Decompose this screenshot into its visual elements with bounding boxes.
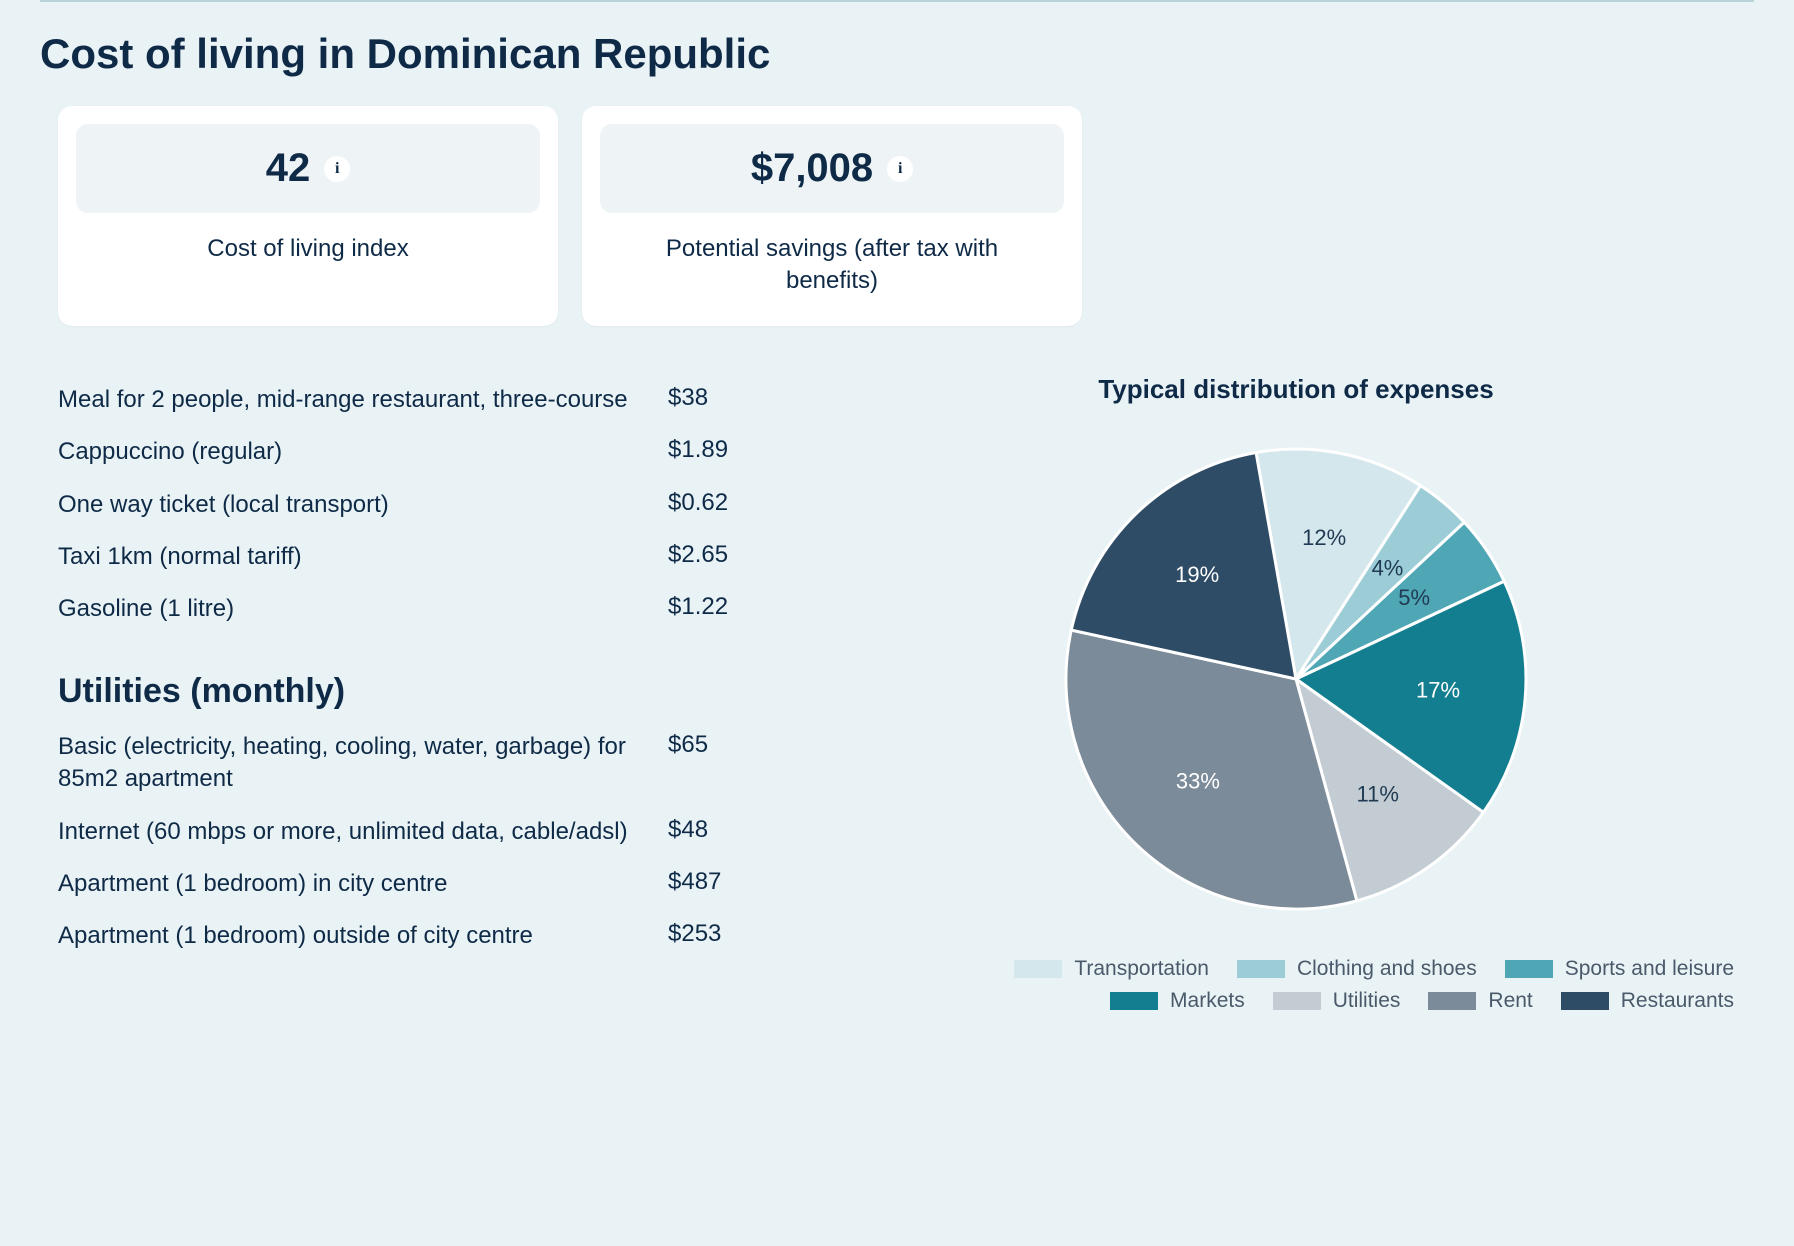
cost-row: Basic (electricity, heating, cooling, wa…	[58, 721, 778, 806]
legend-swatch	[1273, 992, 1321, 1010]
card-index-label: Cost of living index	[76, 233, 540, 265]
cost-label: Basic (electricity, heating, cooling, wa…	[58, 731, 668, 796]
card-savings-value: $7,008	[751, 146, 873, 191]
cost-label: Meal for 2 people, mid-range restaurant,…	[58, 384, 668, 416]
legend-swatch	[1237, 960, 1285, 978]
cost-row: Gasoline (1 litre)$1.22	[58, 583, 778, 635]
expenses-pie-chart: 12% 4% 5% 17% 11% 33% 19%	[1036, 429, 1556, 929]
pie-slice-label: 5%	[1398, 585, 1430, 610]
cost-value: $487	[668, 868, 721, 896]
cost-value: $0.62	[668, 489, 728, 517]
legend-label: Transportation	[1074, 957, 1209, 981]
stat-cards-row: 42 i Cost of living index $7,008 i Poten…	[40, 106, 1754, 326]
cost-row: Cappuccino (regular)$1.89	[58, 426, 778, 478]
pie-slice-label: 19%	[1175, 562, 1219, 587]
card-savings: $7,008 i Potential savings (after tax wi…	[582, 106, 1082, 326]
pie-slice-label: 17%	[1416, 677, 1460, 702]
legend-item: Restaurants	[1561, 989, 1734, 1013]
legend-label: Sports and leisure	[1565, 957, 1734, 981]
content-row: Meal for 2 people, mid-range restaurant,…	[40, 374, 1754, 1013]
pie-slice-label: 33%	[1176, 768, 1220, 793]
legend-label: Utilities	[1333, 989, 1401, 1013]
legend-swatch	[1014, 960, 1062, 978]
cost-value: $48	[668, 816, 708, 844]
cost-row: Apartment (1 bedroom) outside of city ce…	[58, 910, 778, 962]
cost-row: Meal for 2 people, mid-range restaurant,…	[58, 374, 778, 426]
cost-value: $65	[668, 731, 708, 759]
legend-swatch	[1561, 992, 1609, 1010]
info-icon[interactable]: i	[324, 156, 350, 182]
cost-label: Apartment (1 bedroom) in city centre	[58, 868, 668, 900]
cost-value: $253	[668, 920, 721, 948]
cost-label: One way ticket (local transport)	[58, 489, 668, 521]
cost-label: Gasoline (1 litre)	[58, 593, 668, 625]
cost-row: Apartment (1 bedroom) in city centre$487	[58, 858, 778, 910]
chart-column: Typical distribution of expenses 12% 4% 5%…	[838, 374, 1754, 1013]
cost-value: $2.65	[668, 541, 728, 569]
top-rule	[40, 0, 1754, 2]
pie-slice-label: 11%	[1356, 781, 1398, 806]
utilities-title: Utilities (monthly)	[58, 672, 778, 711]
pie-slice-label: 4%	[1372, 555, 1404, 580]
chart-legend: Transportation Clothing and shoes Sports a…	[838, 957, 1754, 1013]
card-index-value: 42	[266, 146, 311, 191]
card-value-wrap: 42 i	[76, 124, 540, 213]
cost-value: $1.89	[668, 436, 728, 464]
legend-item: Transportation	[1014, 957, 1209, 981]
legend-item: Rent	[1428, 989, 1532, 1013]
pie-slice-label: 12%	[1302, 525, 1346, 550]
legend-label: Restaurants	[1621, 989, 1734, 1013]
card-value-wrap: $7,008 i	[600, 124, 1064, 213]
utilities-cost-list: Basic (electricity, heating, cooling, wa…	[58, 721, 778, 963]
card-savings-label: Potential savings (after tax with benefi…	[600, 233, 1064, 298]
chart-title: Typical distribution of expenses	[838, 374, 1754, 405]
cost-row: One way ticket (local transport)$0.62	[58, 479, 778, 531]
cost-row: Internet (60 mbps or more, unlimited dat…	[58, 806, 778, 858]
general-cost-list: Meal for 2 people, mid-range restaurant,…	[58, 374, 778, 636]
card-cost-index: 42 i Cost of living index	[58, 106, 558, 326]
cost-label: Taxi 1km (normal tariff)	[58, 541, 668, 573]
costs-column: Meal for 2 people, mid-range restaurant,…	[58, 374, 778, 1013]
legend-label: Rent	[1488, 989, 1532, 1013]
cost-label: Cappuccino (regular)	[58, 436, 668, 468]
legend-item: Clothing and shoes	[1237, 957, 1477, 981]
legend-swatch	[1110, 992, 1158, 1010]
cost-value: $38	[668, 384, 708, 412]
legend-swatch	[1505, 960, 1553, 978]
info-icon[interactable]: i	[887, 156, 913, 182]
legend-item: Markets	[1110, 989, 1245, 1013]
legend-item: Utilities	[1273, 989, 1401, 1013]
cost-label: Internet (60 mbps or more, unlimited dat…	[58, 816, 668, 848]
cost-label: Apartment (1 bedroom) outside of city ce…	[58, 920, 668, 952]
legend-label: Markets	[1170, 989, 1245, 1013]
legend-label: Clothing and shoes	[1297, 957, 1477, 981]
page-title: Cost of living in Dominican Republic	[40, 30, 1754, 78]
legend-item: Sports and leisure	[1505, 957, 1734, 981]
cost-value: $1.22	[668, 593, 728, 621]
pie-wrap: 12% 4% 5% 17% 11% 33% 19%	[838, 429, 1754, 929]
legend-swatch	[1428, 992, 1476, 1010]
cost-row: Taxi 1km (normal tariff)$2.65	[58, 531, 778, 583]
